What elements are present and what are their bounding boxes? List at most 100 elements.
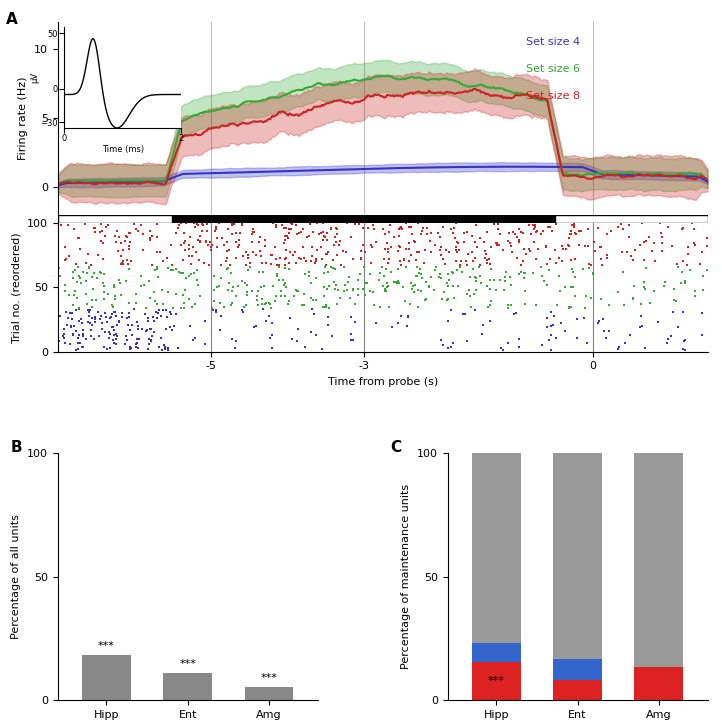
Point	[97, 341, 109, 352]
Point	[594, 241, 606, 253]
Point	[656, 231, 668, 243]
Point	[401, 261, 412, 272]
Point	[144, 234, 155, 245]
Point	[535, 229, 547, 240]
Point	[290, 257, 302, 269]
Point	[567, 282, 578, 293]
Point	[545, 320, 557, 331]
Point	[267, 280, 279, 292]
Point	[246, 229, 258, 240]
Point	[530, 300, 542, 311]
Point	[330, 222, 342, 234]
Point	[235, 227, 246, 239]
Point	[565, 229, 576, 240]
Point	[189, 221, 201, 232]
Point	[281, 230, 292, 241]
Point	[429, 284, 440, 295]
Point	[108, 306, 120, 318]
Point	[470, 284, 482, 295]
Point	[86, 259, 97, 271]
Point	[168, 302, 179, 313]
Point	[323, 302, 335, 313]
Point	[159, 341, 170, 352]
Point	[588, 269, 599, 280]
Point	[123, 243, 134, 254]
Point	[306, 303, 318, 315]
Point	[282, 298, 294, 310]
Point	[310, 253, 321, 265]
Point	[283, 257, 295, 269]
Point	[116, 238, 127, 249]
Point	[66, 308, 78, 319]
Point	[450, 232, 461, 244]
Point	[679, 277, 691, 289]
Point	[108, 324, 119, 336]
Point	[199, 315, 211, 326]
Point	[473, 261, 484, 272]
Point	[102, 288, 113, 300]
Point	[321, 283, 333, 295]
Point	[117, 311, 129, 323]
Point	[510, 308, 521, 319]
Point	[318, 282, 330, 293]
Point	[380, 229, 391, 240]
Point	[157, 344, 168, 356]
Point	[81, 275, 92, 287]
Point	[210, 224, 222, 235]
Point	[374, 267, 386, 279]
Point	[56, 219, 67, 231]
Point	[278, 222, 290, 234]
Point	[399, 253, 410, 265]
Point	[575, 225, 586, 236]
Point	[457, 308, 469, 320]
Point	[241, 279, 253, 290]
Point	[329, 239, 340, 251]
Point	[529, 219, 540, 231]
Point	[460, 256, 471, 267]
Point	[165, 306, 176, 318]
Point	[208, 305, 219, 316]
Point	[279, 262, 291, 274]
Point	[86, 324, 97, 336]
Point	[146, 259, 157, 271]
Point	[423, 280, 435, 292]
Point	[497, 244, 509, 256]
Point	[131, 297, 142, 308]
Point	[566, 219, 578, 231]
Point	[624, 219, 635, 231]
Point	[627, 293, 638, 305]
Point	[383, 253, 395, 265]
Point	[503, 337, 514, 349]
Point	[560, 282, 571, 293]
Point	[420, 293, 432, 305]
Point	[677, 256, 688, 267]
Point	[123, 240, 135, 252]
Point	[204, 236, 215, 248]
Point	[240, 247, 252, 258]
Point	[589, 245, 601, 257]
Point	[545, 344, 557, 356]
Point	[648, 285, 660, 297]
Point	[62, 219, 74, 231]
Point	[408, 235, 419, 247]
Y-axis label: Firing rate (Hz): Firing rate (Hz)	[19, 77, 28, 160]
Point	[377, 280, 388, 292]
Point	[523, 243, 535, 254]
Point	[326, 331, 337, 342]
Bar	[472, 453, 521, 643]
Point	[66, 320, 77, 331]
Point	[151, 231, 162, 243]
Point	[519, 285, 531, 297]
Point	[599, 326, 610, 337]
Point	[55, 270, 66, 282]
Point	[405, 249, 417, 261]
Point	[301, 231, 313, 243]
Point	[98, 293, 110, 305]
Point	[649, 256, 661, 267]
Point	[482, 257, 493, 269]
Point	[378, 253, 390, 265]
Point	[505, 240, 516, 252]
Point	[77, 328, 89, 339]
Point	[317, 301, 329, 313]
Point	[103, 331, 115, 343]
